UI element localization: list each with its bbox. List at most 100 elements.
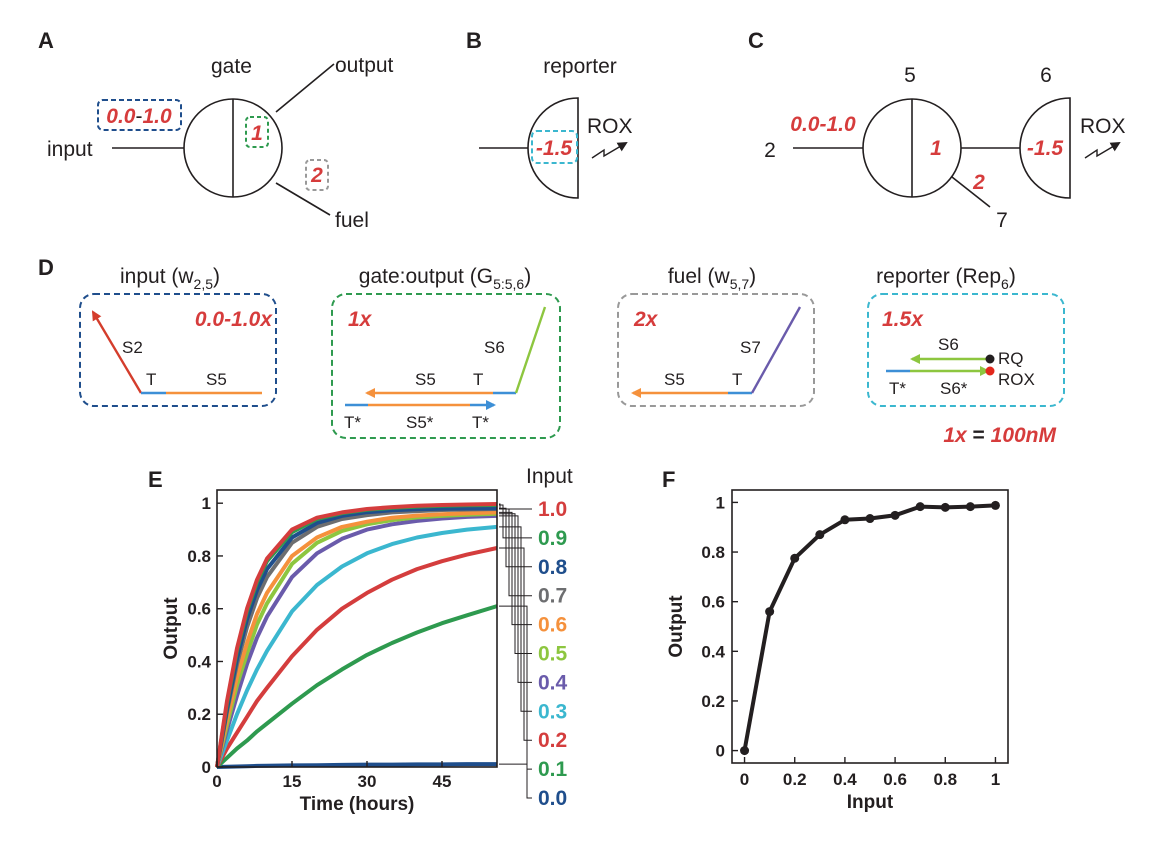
gate-weight: 1	[251, 122, 263, 145]
x-tick-label: 0.8	[933, 770, 957, 789]
io-data-point	[990, 500, 1000, 510]
io-data-point	[765, 607, 775, 617]
io-data-point	[790, 553, 800, 563]
reporter-tstar-label: T*	[889, 379, 906, 398]
concentration-note: 1x = 100nM	[943, 424, 1056, 447]
input-s2-label: S2	[122, 338, 143, 357]
io-curve-line	[742, 503, 996, 751]
series-line-0.1	[215, 604, 498, 769]
gate-tstar-right-label: T*	[472, 413, 489, 432]
legend-leader-0.0	[499, 763, 532, 799]
y-tick-label: 0.4	[701, 642, 725, 661]
x-tick-label: 0	[740, 770, 749, 789]
quencher-dot	[985, 354, 995, 364]
legend-label-0.2: 0.2	[538, 729, 567, 752]
legend-label-0.9: 0.9	[538, 527, 567, 550]
io-data-point	[890, 510, 900, 520]
panel-b: B reporter -1.5 ROX	[466, 28, 633, 199]
node-6-label: 6	[1040, 64, 1052, 87]
x-axis-title: Time (hours)	[300, 794, 415, 815]
io-data-point	[965, 502, 975, 512]
x-tick-label: 0.2	[783, 770, 807, 789]
fuel-weight-box	[305, 159, 329, 191]
legend-label-1.0: 1.0	[538, 498, 567, 521]
gate-s5star-label: S5*	[406, 413, 434, 432]
y-tick-label: 1	[716, 493, 725, 512]
fuel-species-box	[617, 293, 815, 407]
gate-weight-box	[245, 116, 269, 148]
io-data-point	[915, 502, 925, 512]
legend-label-0.4: 0.4	[538, 671, 568, 694]
reporter-threshold-box	[531, 130, 578, 164]
series-line-0.4	[215, 513, 498, 768]
gate-output-s6-domain	[514, 306, 547, 394]
io-data-point	[815, 530, 825, 540]
x-axis-title: Input	[847, 792, 894, 813]
gate-tstar-left-label: T*	[344, 413, 361, 432]
x-tick-label: 1	[991, 770, 1000, 789]
chart-f: 0 0.2 0.4 0.6 0.8 1 0 0.2 0.4 0.6 0.8 1 Input Output	[666, 489, 1009, 813]
legend-leader-0.6	[499, 511, 532, 626]
x-tick-label: 30	[358, 772, 377, 791]
x-tick-label: 0.6	[883, 770, 907, 789]
reporter-rox-label: ROX	[998, 370, 1035, 389]
panel-d-letter: D	[38, 255, 54, 280]
plot-frame-e	[216, 489, 498, 768]
io-data-point	[940, 502, 950, 512]
input-weight-c: 0.0-1.0	[790, 113, 856, 136]
input-weight-range: 0.0-1.0	[106, 105, 172, 128]
y-axis-title: Output	[666, 595, 687, 658]
legend-label-0.6: 0.6	[538, 614, 567, 637]
legend-label-0.3: 0.3	[538, 700, 567, 723]
input-s2-domain	[91, 310, 143, 394]
gate-s6-label: S6	[484, 338, 505, 357]
output-label: output	[335, 54, 394, 77]
fluorescence-icon	[591, 141, 628, 159]
y-tick-label: 0	[716, 742, 725, 761]
legend-label-0.1: 0.1	[538, 758, 568, 781]
rox-label: ROX	[587, 115, 633, 138]
io-data-point	[865, 514, 875, 524]
input-t-label: T	[146, 370, 156, 389]
reporter-label: reporter	[543, 55, 617, 78]
legend-leader-0.4	[499, 515, 532, 683]
series-line-0.2	[215, 546, 498, 768]
y-tick-label: 1	[202, 494, 211, 513]
fuel-species-title: fuel (w5,7)	[668, 265, 756, 292]
fuel-edge-c	[951, 176, 991, 208]
output-edge	[275, 63, 335, 113]
reporter-concentration: 1.5x	[882, 308, 924, 331]
legend-label-0.5: 0.5	[538, 643, 568, 666]
input-species-box	[79, 293, 277, 407]
series-line-0.3	[215, 524, 498, 768]
input-s5-label: S5	[206, 370, 227, 389]
reporter-s6-label: S6	[938, 335, 959, 354]
reporter-species-title: reporter (Rep6)	[876, 265, 1016, 292]
reporter-species-box	[867, 293, 1065, 407]
x-tick-label: 0.4	[833, 770, 857, 789]
node-5-label: 5	[904, 64, 916, 87]
x-tick-label: 15	[283, 772, 302, 791]
fuel-s7-domain	[750, 306, 802, 394]
y-tick-label: 0.6	[187, 600, 211, 619]
legend-label-0.8: 0.8	[538, 556, 568, 579]
io-data-point	[740, 746, 750, 756]
fuel-weight: 2	[310, 164, 323, 187]
fuel-edge	[275, 182, 331, 216]
panel-d: D input (w2,5) 0.0-1.0x S2 T S5 gate:out…	[38, 255, 1065, 447]
panel-c-letter: C	[748, 28, 764, 53]
gate-s5-label: S5	[415, 370, 436, 389]
node-2-label: 2	[764, 139, 776, 162]
reporter-node	[527, 97, 579, 199]
gate-label: gate	[211, 55, 252, 78]
input-species-title: input (w2,5)	[120, 265, 220, 292]
io-data-point	[840, 515, 850, 525]
gate-species-title: gate:output (G5:5,6)	[359, 265, 531, 292]
fluorophore-dot	[985, 366, 995, 376]
y-tick-label: 0.4	[187, 652, 211, 671]
fuel-label: fuel	[335, 209, 369, 232]
panel-f-letter: F	[662, 467, 675, 492]
legend-title: Input	[526, 465, 573, 488]
fluorescence-icon-c	[1084, 141, 1121, 159]
